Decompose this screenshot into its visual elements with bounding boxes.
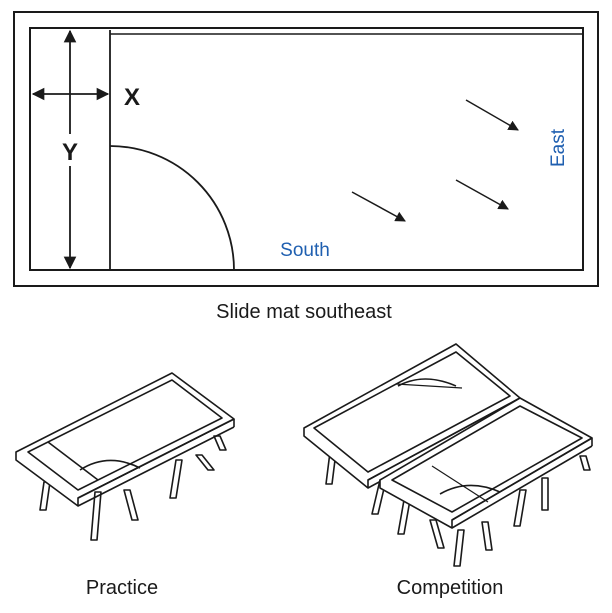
outer-frame (13, 11, 599, 287)
table-legs (39, 435, 227, 541)
direction-arrow (455, 179, 509, 210)
direction-arrow (465, 99, 519, 131)
direction-arrow (351, 191, 406, 222)
practice-table-illustration (15, 372, 235, 541)
back-table-surface (313, 351, 511, 473)
east-label: East (548, 128, 569, 167)
quarter-circle-marking (109, 145, 235, 271)
competition-table-illustration (303, 343, 593, 567)
front-table-surface (391, 405, 583, 513)
y-label: Y (62, 139, 78, 166)
x-label: X (124, 84, 140, 111)
mat-outline (29, 27, 584, 271)
practice-caption: Practice (86, 577, 158, 599)
table-marking (79, 459, 141, 471)
table-surface (27, 379, 223, 491)
south-label: South (280, 240, 330, 261)
plan-caption: Slide mat southeast (216, 301, 392, 323)
plan-view-diagram: X Y South East (13, 11, 599, 287)
competition-caption: Competition (397, 577, 504, 599)
